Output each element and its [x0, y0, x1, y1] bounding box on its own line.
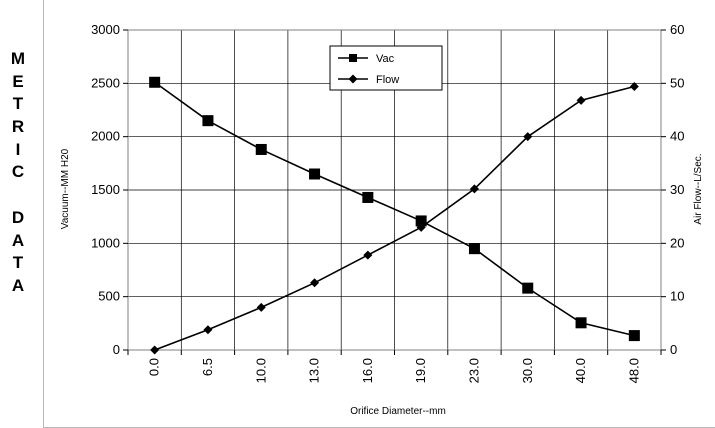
y2-tick-label: 0: [670, 342, 677, 357]
vac-point: [575, 317, 587, 329]
vac-point: [415, 215, 427, 227]
y2-axis-label: Air Flow--L/Sec.: [693, 153, 704, 224]
x-axis-ticks: 0.0 6.5 10.0 13.0 16.0 19.0 23.0 30.0 40.0 48.0: [127, 350, 662, 383]
series-layer: [149, 76, 640, 355]
y-tick-label: 2500: [91, 75, 120, 90]
y2-axis-ticks: 0 10 20 30 40 50 60: [661, 22, 684, 357]
legend-label-flow: Flow: [376, 74, 399, 86]
vac-point: [255, 143, 267, 155]
flow-point: [416, 222, 426, 232]
y-tick-label: 3000: [91, 22, 120, 37]
side-letter: D: [11, 207, 25, 227]
side-letter: M: [10, 49, 26, 68]
y-tick-label: 2000: [91, 129, 120, 144]
y-tick-label: 500: [98, 289, 120, 304]
legend-marker-vac: [349, 54, 357, 62]
vac-point: [309, 168, 321, 180]
flow-point: [523, 132, 533, 142]
flow-point: [576, 95, 586, 105]
side-letter: E: [12, 71, 24, 91]
x-tick-label: 23.0: [466, 358, 481, 383]
legend-label-vac: Vac: [376, 53, 395, 65]
x-axis-label: Orifice Diameter--mm: [350, 406, 446, 417]
legend: Vac Flow: [329, 45, 443, 91]
x-tick-label: 0.0: [147, 358, 162, 376]
vac-point: [202, 115, 214, 127]
y2-tick-label: 50: [670, 75, 684, 90]
vac-point: [362, 191, 374, 203]
flow-point: [363, 250, 373, 260]
x-tick-label: 19.0: [413, 358, 428, 383]
x-tick-label: 10.0: [253, 358, 268, 383]
y2-tick-label: 60: [670, 22, 684, 37]
y-axis-ticks: 0 500 1000 1500 2000 2500 3000: [91, 22, 128, 357]
side-letter: T: [12, 253, 24, 273]
legend-marker-flow: [348, 74, 358, 84]
y2-tick-label: 20: [670, 235, 684, 250]
vac-point: [468, 243, 480, 255]
y2-tick-label: 40: [670, 129, 684, 144]
flow-point: [150, 345, 160, 355]
flow-point: [310, 278, 320, 288]
side-letter: A: [11, 275, 25, 295]
vac-point: [628, 330, 640, 342]
flow-point: [256, 302, 266, 312]
flow-point: [629, 82, 639, 92]
vac-point: [149, 76, 161, 88]
y-tick-label: 0: [113, 342, 120, 357]
side-letter: R: [11, 117, 25, 137]
x-tick-label: 13.0: [307, 358, 322, 383]
y2-tick-label: 30: [670, 182, 684, 197]
flow-point: [203, 325, 213, 335]
series-line-flow: [154, 85, 635, 351]
x-tick-label: 30.0: [520, 358, 535, 383]
y-axis-label: Vacuum--MM H20: [60, 148, 71, 229]
side-letter: C: [11, 162, 25, 182]
vac-point: [522, 282, 534, 294]
series-line-vac: [154, 81, 635, 337]
y2-tick-label: 10: [670, 289, 684, 304]
side-letter: I: [15, 139, 21, 159]
x-tick-label: 6.5: [200, 358, 215, 376]
y-tick-label: 1500: [91, 182, 120, 197]
x-tick-label: 40.0: [573, 358, 588, 383]
flow-point: [469, 184, 479, 194]
x-tick-label: 16.0: [360, 358, 375, 383]
side-letter: T: [12, 94, 24, 114]
side-letter: A: [11, 230, 25, 250]
y-tick-label: 1000: [91, 235, 120, 250]
x-tick-label: 48.0: [626, 358, 641, 383]
